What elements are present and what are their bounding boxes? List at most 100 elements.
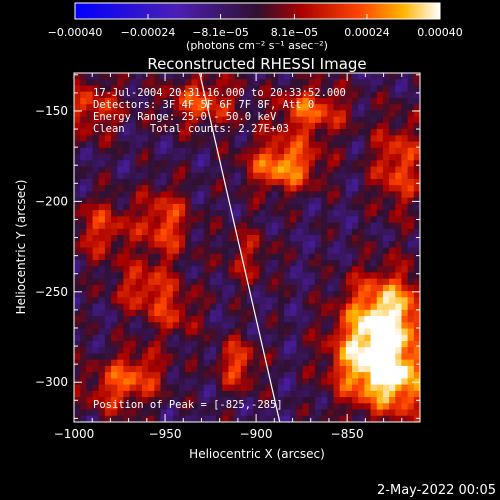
heatmap-cell (277, 397, 285, 404)
heatmap-cell (111, 154, 118, 161)
heatmap-cell (154, 297, 161, 304)
heatmap-cell (98, 85, 106, 93)
heatmap-cell (197, 390, 205, 398)
heatmap-cell (240, 154, 248, 161)
heatmap-cell (339, 104, 347, 111)
heatmap-cell (104, 278, 112, 286)
heatmap-cell (302, 247, 310, 255)
heatmap-cell (185, 166, 192, 174)
heatmap-cell (92, 365, 100, 373)
heatmap-cell (222, 334, 229, 342)
heatmap-cell (86, 197, 93, 205)
heatmap-cell (179, 241, 186, 248)
colorbar-tick-label: 0.00024 (344, 26, 390, 39)
heatmap-cell (172, 210, 180, 217)
heatmap-cell (92, 359, 100, 367)
heatmap-cell (104, 228, 112, 236)
heatmap-cell (123, 390, 131, 398)
heatmap-cell (209, 147, 217, 155)
heatmap-cell (222, 303, 229, 311)
heatmap-cell (228, 297, 236, 304)
heatmap-cell (314, 365, 322, 373)
heatmap-cell (98, 259, 106, 267)
heatmap-cell (141, 122, 149, 130)
heatmap-cell (314, 73, 322, 80)
heatmap-cell (111, 160, 118, 167)
heatmap-cell (129, 340, 137, 348)
heatmap-cell (209, 390, 217, 398)
heatmap-cell (345, 166, 353, 174)
heatmap-cell (92, 154, 100, 161)
heatmap-cell (395, 247, 402, 255)
heatmap-cell (345, 415, 353, 422)
heatmap-cell (271, 79, 279, 86)
heatmap-cell (117, 116, 124, 124)
heatmap-cell (401, 160, 409, 167)
heatmap-cell (166, 409, 174, 417)
heatmap-cell (389, 316, 396, 323)
heatmap-cell (339, 266, 347, 273)
heatmap-cell (290, 353, 297, 361)
heatmap-cell (86, 303, 93, 311)
heatmap-cell (209, 135, 217, 142)
heatmap-cell (185, 278, 192, 286)
heatmap-cell (228, 135, 236, 142)
heatmap-cell (179, 210, 186, 217)
heatmap-cell (234, 365, 242, 373)
heatmap-cell (339, 210, 347, 217)
heatmap-cell (247, 191, 254, 199)
heatmap-cell (172, 266, 180, 273)
heatmap-cell (86, 85, 93, 93)
heatmap-cell (111, 191, 118, 199)
heatmap-cell (80, 135, 87, 142)
heatmap-cell (345, 197, 353, 205)
heatmap-cell (148, 79, 155, 86)
heatmap-cell (197, 347, 205, 354)
heatmap-cell (321, 116, 328, 124)
heatmap-cell (407, 178, 415, 186)
heatmap-cell (339, 328, 347, 336)
heatmap-cell (216, 235, 223, 242)
heatmap-cell (265, 253, 273, 261)
heatmap-cell (253, 378, 260, 386)
heatmap-cell (160, 203, 168, 211)
heatmap-cell (123, 278, 131, 286)
heatmap-cell (247, 172, 254, 180)
heatmap-cell (154, 372, 161, 379)
heatmap-cell (228, 228, 236, 236)
heatmap-cell (345, 116, 353, 124)
heatmap-cell (407, 291, 415, 298)
heatmap-cell (191, 291, 198, 298)
heatmap-cell (271, 378, 279, 386)
heatmap-cell (166, 266, 174, 273)
heatmap-cell (314, 353, 322, 361)
heatmap-cell (203, 272, 211, 280)
heatmap-cell (247, 129, 254, 136)
heatmap-cell (296, 203, 304, 211)
heatmap-cell (321, 253, 328, 261)
heatmap-cell (209, 322, 217, 329)
heatmap-cell (345, 172, 353, 180)
heatmap-cell (247, 247, 254, 255)
heatmap-cell (395, 409, 402, 417)
heatmap-cell (216, 185, 223, 192)
heatmap-cell (382, 73, 390, 80)
heatmap-cell (209, 403, 217, 410)
heatmap-cell (247, 110, 254, 118)
heatmap-cell (234, 129, 242, 136)
heatmap-cell (370, 253, 378, 261)
heatmap-cell (259, 135, 266, 142)
heatmap-cell (370, 191, 378, 199)
heatmap-cell (172, 253, 180, 261)
heatmap-cell (265, 259, 273, 267)
heatmap-cell (327, 272, 334, 280)
heatmap-cell (284, 160, 291, 167)
heatmap-cell (345, 259, 353, 267)
heatmap-cell (314, 278, 322, 286)
heatmap-cell (333, 97, 341, 105)
heatmap-cell (222, 178, 229, 186)
heatmap-cell (271, 309, 279, 317)
heatmap-cell (401, 172, 409, 180)
heatmap-cell (382, 322, 390, 329)
heatmap-cell (401, 322, 409, 329)
